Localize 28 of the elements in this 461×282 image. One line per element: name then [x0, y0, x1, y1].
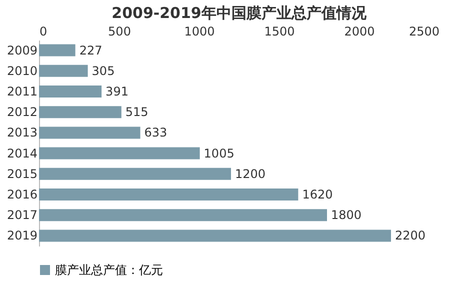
x-tick-label: 1500 — [264, 24, 295, 38]
x-tick-label: 0 — [40, 24, 48, 38]
y-tick-label: 2010 — [6, 64, 38, 78]
legend-label: 膜产业总产值：亿元 — [55, 263, 163, 277]
x-tick-label: 1000 — [184, 24, 215, 38]
data-label: 515 — [125, 105, 148, 120]
y-tick-label: 2012 — [6, 105, 38, 120]
data-label: 391 — [106, 84, 128, 98]
y-tick-label: 2016 — [6, 188, 38, 202]
y-tick-label: 2009 — [6, 43, 38, 58]
x-tick-label: 2000 — [344, 24, 375, 38]
data-label: 1620 — [302, 188, 333, 202]
data-label: 227 — [79, 43, 102, 58]
chart-title: 2009-2019年中国膜产业总产值情况 — [112, 4, 368, 22]
y-tick-label: 2013 — [6, 126, 38, 140]
data-label: 633 — [144, 126, 168, 140]
data-label: 1005 — [204, 146, 234, 160]
y-tick-label: 2019 — [6, 228, 38, 243]
y-tick-label: 2011 — [6, 84, 38, 98]
data-label: 2200 — [395, 228, 426, 243]
y-tick-label: 2015 — [6, 166, 38, 181]
data-label: 305 — [92, 64, 115, 78]
y-tick-label: 2014 — [6, 146, 38, 160]
x-tick-label: 2500 — [408, 24, 440, 38]
data-label: 1200 — [235, 166, 266, 181]
y-tick-label: 2017 — [6, 208, 38, 222]
data-label: 1800 — [331, 208, 362, 222]
x-tick-label: 500 — [108, 24, 131, 38]
